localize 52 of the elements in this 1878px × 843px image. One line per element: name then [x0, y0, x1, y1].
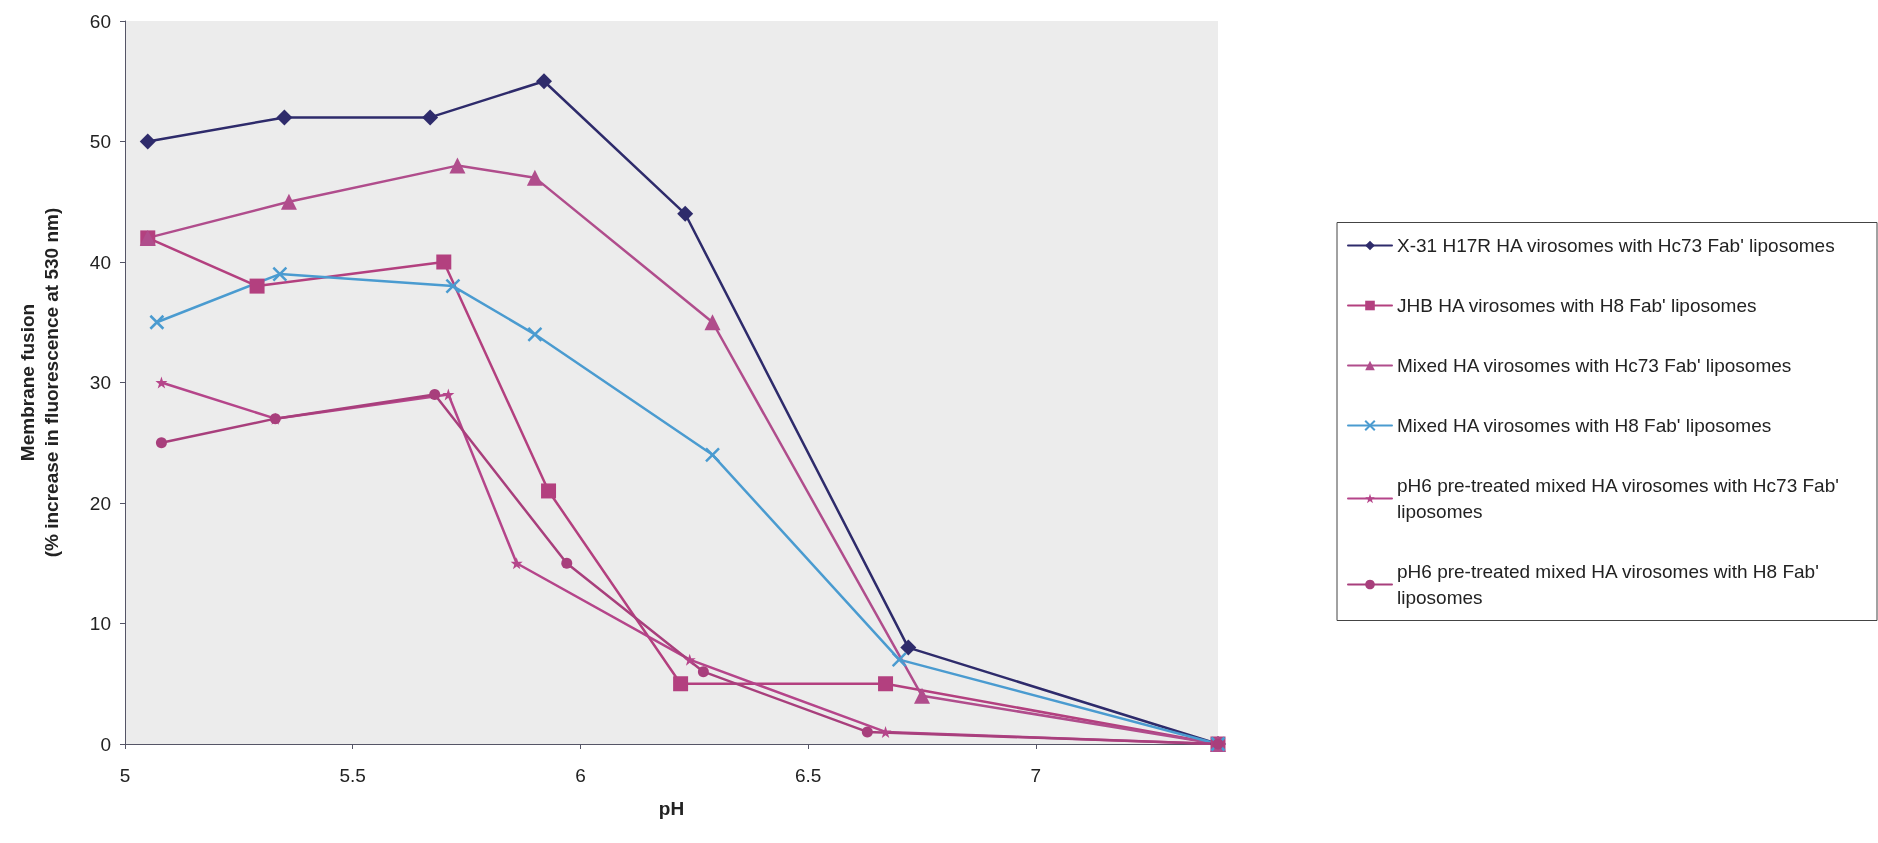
x-tick-label: 7 [1030, 765, 1042, 786]
point [280, 193, 297, 210]
legend-label: pH6 pre-treated mixed HA virosomes with H8 Fab' liposomes [1397, 561, 1825, 608]
point [878, 676, 894, 692]
point [249, 278, 265, 294]
point [445, 278, 461, 294]
x-tick-label: 6 [575, 765, 586, 786]
point [272, 266, 288, 282]
point [683, 653, 696, 666]
point [673, 676, 689, 692]
point [535, 73, 552, 90]
point [541, 483, 557, 499]
x-axis-title: pH [658, 798, 685, 819]
y-tick-label: 40 [89, 251, 111, 273]
y-tick-label: 30 [89, 372, 111, 393]
point [861, 726, 873, 738]
point [155, 376, 168, 389]
y-axis-title: Membrane fusion (% increase in fluorescence at 530 nm) [16, 207, 62, 558]
point [429, 389, 441, 401]
x-tick-label: 6.5 [794, 765, 822, 786]
point [900, 639, 917, 656]
point [526, 169, 543, 186]
y-tick-label: 60 [89, 10, 111, 32]
point [449, 157, 466, 174]
point [704, 314, 721, 331]
legend-label: JHB HA virosomes with H8 Fab' liposomes [1397, 295, 1757, 316]
point [276, 109, 293, 126]
x-tick-label: 5.5 [339, 765, 366, 786]
legend-label: Mixed HA virosomes with Hc73 Fab' liposomes [1397, 355, 1792, 376]
legend-label: Mixed HA virosomes with H8 Fab' liposomes [1397, 415, 1772, 436]
point [879, 725, 892, 738]
point [677, 205, 694, 222]
point [891, 651, 907, 668]
y-tick-label: 10 [89, 613, 111, 634]
point [913, 687, 930, 704]
legend-label: X-31 H17R HA virosomes with Hc73 Fab' liposomes [1397, 235, 1835, 256]
point [561, 557, 573, 569]
y-tick-label: 20 [89, 492, 111, 514]
y-tick-label: 0 [100, 733, 111, 755]
point [422, 109, 439, 126]
point [510, 557, 523, 570]
point [149, 314, 165, 330]
point [697, 666, 709, 678]
point [704, 447, 721, 463]
legend-label: pH6 pre-treated mixed HA virosomes with Hc73 Fab' liposomes [1397, 475, 1845, 522]
point [442, 388, 455, 401]
point [155, 437, 167, 449]
point [139, 133, 156, 150]
point [527, 326, 543, 343]
x-tick-label: 5 [119, 765, 131, 786]
point [436, 254, 452, 270]
y-tick-label: 50 [89, 131, 111, 152]
